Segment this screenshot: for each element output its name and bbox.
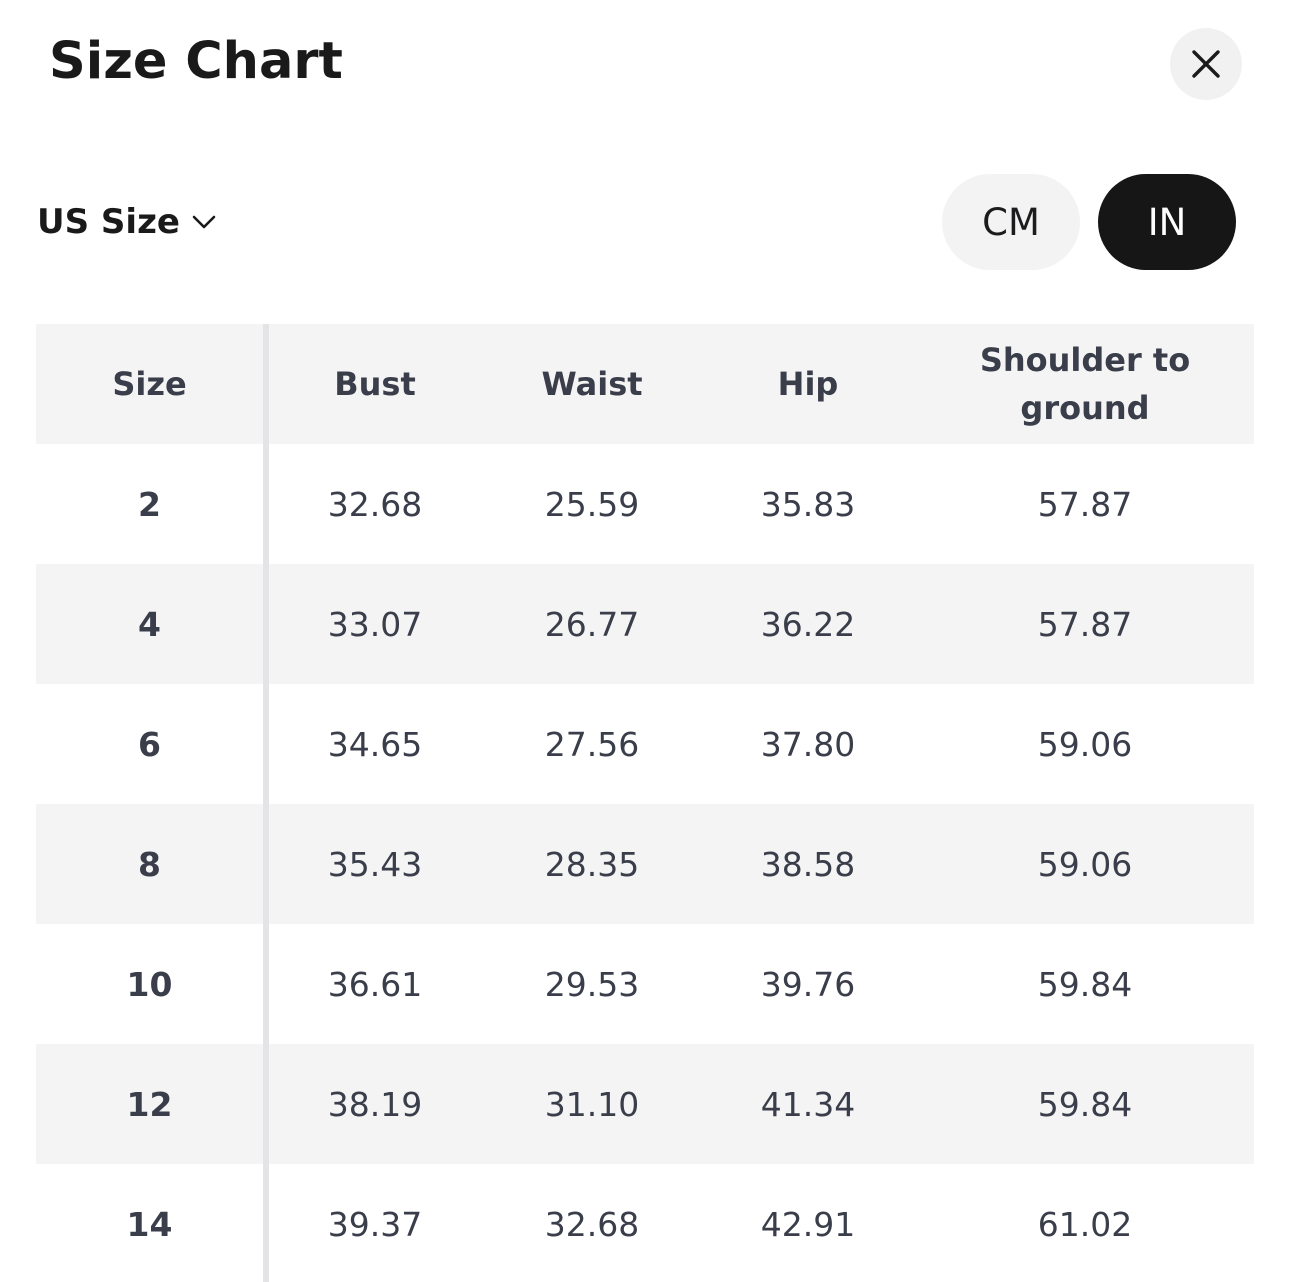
cell-hip: 35.83 (760, 484, 856, 524)
cell-size: 12 (36, 1044, 266, 1164)
cell-hip: 42.91 (760, 1204, 856, 1244)
header-hip: Hip (777, 365, 839, 403)
modal-title: Size Chart (49, 32, 343, 91)
cell-bust: 36.61 (327, 964, 423, 1004)
size-table: Size Bust Waist Hip Shoulder to ground 2… (36, 324, 1254, 1282)
cell-hip: 37.80 (760, 724, 856, 764)
cell-shoulder-to-ground: 57.87 (1037, 604, 1133, 644)
cell-size: 6 (36, 684, 266, 804)
table-row: 14 39.37 32.68 42.91 61.02 (36, 1164, 1254, 1282)
cell-shoulder-to-ground: 59.06 (1037, 724, 1133, 764)
chevron-down-icon (192, 215, 216, 229)
cell-waist: 26.77 (544, 604, 640, 644)
table-row: 10 36.61 29.53 39.76 59.84 (36, 924, 1254, 1044)
cell-shoulder-to-ground: 59.84 (1037, 964, 1133, 1004)
cell-size: 14 (36, 1164, 266, 1282)
table-row: 2 32.68 25.59 35.83 57.87 (36, 444, 1254, 564)
table-row: 12 38.19 31.10 41.34 59.84 (36, 1044, 1254, 1164)
cell-bust: 39.37 (327, 1204, 423, 1244)
header-bust: Bust (334, 365, 416, 403)
cell-bust: 34.65 (327, 724, 423, 764)
header-size: Size (36, 324, 266, 444)
cell-bust: 38.19 (327, 1084, 423, 1124)
cell-hip: 38.58 (760, 844, 856, 884)
cell-shoulder-to-ground: 61.02 (1037, 1204, 1133, 1244)
cell-size: 2 (36, 444, 266, 564)
cell-bust: 33.07 (327, 604, 423, 644)
cell-bust: 32.68 (327, 484, 423, 524)
close-icon (1192, 50, 1220, 78)
cell-waist: 28.35 (544, 844, 640, 884)
header-waist: Waist (541, 365, 643, 403)
cell-waist: 27.56 (544, 724, 640, 764)
cell-bust: 35.43 (327, 844, 423, 884)
table-row: 8 35.43 28.35 38.58 59.06 (36, 804, 1254, 924)
table-row: 6 34.65 27.56 37.80 59.06 (36, 684, 1254, 804)
size-system-label: US Size (37, 202, 180, 242)
table-header-row: Size Bust Waist Hip Shoulder to ground (36, 324, 1254, 444)
unit-toggle-in[interactable]: IN (1098, 174, 1236, 270)
unit-toggle-cm[interactable]: CM (942, 174, 1080, 270)
size-system-dropdown[interactable]: US Size (37, 196, 216, 248)
table-row: 4 33.07 26.77 36.22 57.87 (36, 564, 1254, 684)
header-shoulder-to-ground: Shoulder to ground (979, 341, 1191, 427)
cell-waist: 31.10 (544, 1084, 640, 1124)
cell-size: 10 (36, 924, 266, 1044)
close-button[interactable] (1170, 28, 1242, 100)
cell-size: 4 (36, 564, 266, 684)
cell-size: 8 (36, 804, 266, 924)
cell-hip: 41.34 (760, 1084, 856, 1124)
cell-hip: 36.22 (760, 604, 856, 644)
cell-shoulder-to-ground: 59.84 (1037, 1084, 1133, 1124)
cell-hip: 39.76 (760, 964, 856, 1004)
cell-waist: 25.59 (544, 484, 640, 524)
size-column-divider (266, 324, 269, 1282)
cell-waist: 29.53 (544, 964, 640, 1004)
cell-shoulder-to-ground: 57.87 (1037, 484, 1133, 524)
cell-waist: 32.68 (544, 1204, 640, 1244)
cell-shoulder-to-ground: 59.06 (1037, 844, 1133, 884)
